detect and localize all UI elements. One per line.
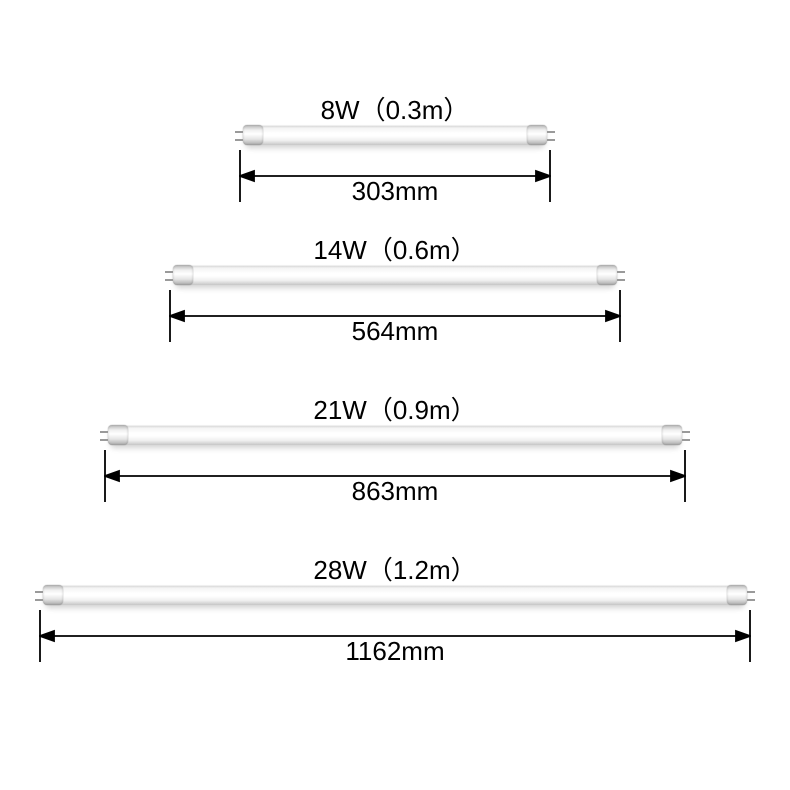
dimension-label: 303mm — [239, 176, 551, 207]
tube-pin — [547, 131, 555, 133]
tube-wrapper — [110, 426, 680, 444]
tube-title: 28W（1.2m） — [0, 550, 790, 587]
tube-body — [110, 426, 680, 444]
tube-body — [175, 266, 615, 284]
tube-pin — [547, 139, 555, 141]
tube-wrapper — [45, 586, 745, 604]
tube-pin — [235, 139, 243, 141]
tube-pin — [747, 599, 755, 601]
tube-pin — [165, 279, 173, 281]
tube-pin — [747, 591, 755, 593]
tube-cap-left — [173, 265, 193, 285]
tube-pin — [617, 271, 625, 273]
tube-cap-left — [43, 585, 63, 605]
dimension-label: 863mm — [104, 476, 686, 507]
tube-title: 8W（0.3m） — [0, 90, 790, 127]
tube-cap-left — [243, 125, 263, 145]
tube-cap-right — [727, 585, 747, 605]
tube-pin — [35, 599, 43, 601]
tube-body — [245, 126, 545, 144]
tube-title: 14W（0.6m） — [0, 230, 790, 267]
tube-wrapper — [175, 266, 615, 284]
tube-title: 21W（0.9m） — [0, 390, 790, 427]
tube-pin — [100, 431, 108, 433]
dimension-line: 303mm — [239, 146, 551, 210]
canvas: 8W（0.3m） 303mm — [0, 0, 790, 790]
tube-pin — [100, 439, 108, 441]
tube-cap-right — [662, 425, 682, 445]
tube-cap-left — [108, 425, 128, 445]
tube-pin — [617, 279, 625, 281]
tube-cap-right — [527, 125, 547, 145]
tube-pin — [35, 591, 43, 593]
tube-pin — [682, 431, 690, 433]
dimension-line: 1162mm — [39, 606, 751, 670]
tube-pin — [235, 131, 243, 133]
tube-pin — [682, 439, 690, 441]
tube-body — [45, 586, 745, 604]
tube-cap-right — [597, 265, 617, 285]
dimension-label: 564mm — [169, 316, 621, 347]
tube-pin — [165, 271, 173, 273]
dimension-line: 564mm — [169, 286, 621, 350]
dimension-label: 1162mm — [39, 636, 751, 667]
tube-wrapper — [245, 126, 545, 144]
dimension-line: 863mm — [104, 446, 686, 510]
